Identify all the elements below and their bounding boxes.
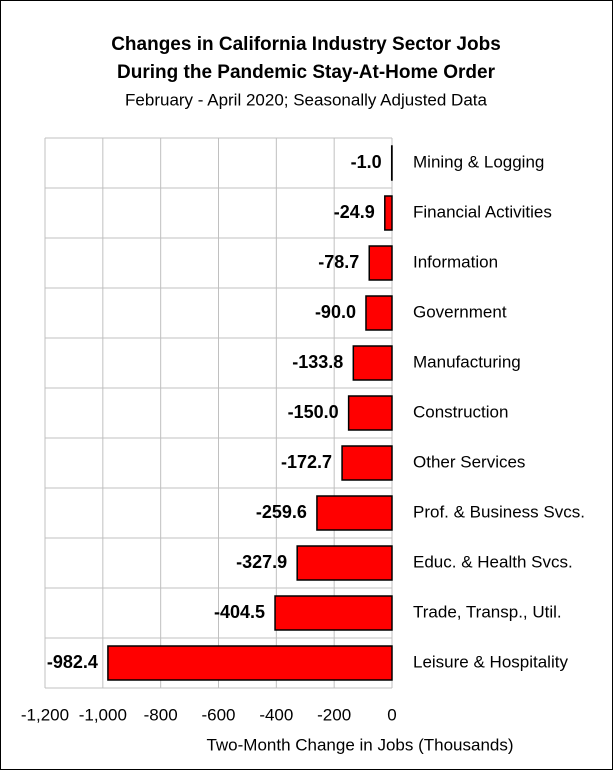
data-label: -982.4 [47,652,98,672]
category-label: Government [413,302,507,321]
data-label: -78.7 [318,252,359,272]
bar [368,245,393,281]
category-label: Other Services [413,452,525,471]
data-label: -327.9 [236,552,287,572]
x-tick-label: -800 [144,705,178,724]
data-label: -133.8 [292,352,343,372]
bar [107,645,393,681]
data-label: -90.0 [315,302,356,322]
category-label: Information [413,252,498,271]
data-label: -24.9 [334,202,375,222]
category-label: Trade, Transp., Util. [413,602,562,621]
chart-subtitle: February - April 2020; Seasonally Adjust… [125,90,487,109]
x-tick-label: -600 [201,705,235,724]
x-tick-label: -1,200 [21,705,69,724]
category-label: Leisure & Hospitality [413,652,568,671]
category-label: Educ. & Health Svcs. [413,552,573,571]
x-axis-label: Two-Month Change in Jobs (Thousands) [206,735,513,754]
category-label: Construction [413,402,508,421]
category-label: Financial Activities [413,202,552,221]
category-label: Manufacturing [413,352,521,371]
bar [347,395,393,431]
bar [296,545,393,581]
x-tick-label: 0 [387,705,396,724]
data-label: -150.0 [288,402,339,422]
category-label: Mining & Logging [413,152,544,171]
chart-title: During the Pandemic Stay-At-Home Order [117,62,496,83]
bar [365,295,393,331]
x-tick-label: -200 [317,705,351,724]
x-tick-label: -1,000 [79,705,127,724]
bar [352,345,393,381]
data-label: -172.7 [281,452,332,472]
data-label: -259.6 [256,502,307,522]
bar [316,495,393,531]
x-tick-label: -400 [259,705,293,724]
bar [384,195,393,231]
data-label: -1.0 [351,152,382,172]
data-label: -404.5 [214,602,265,622]
chart-title: Changes in California Industry Sector Jo… [111,34,501,55]
category-label: Prof. & Business Svcs. [413,502,585,521]
bar [341,445,393,481]
bar [274,595,393,631]
